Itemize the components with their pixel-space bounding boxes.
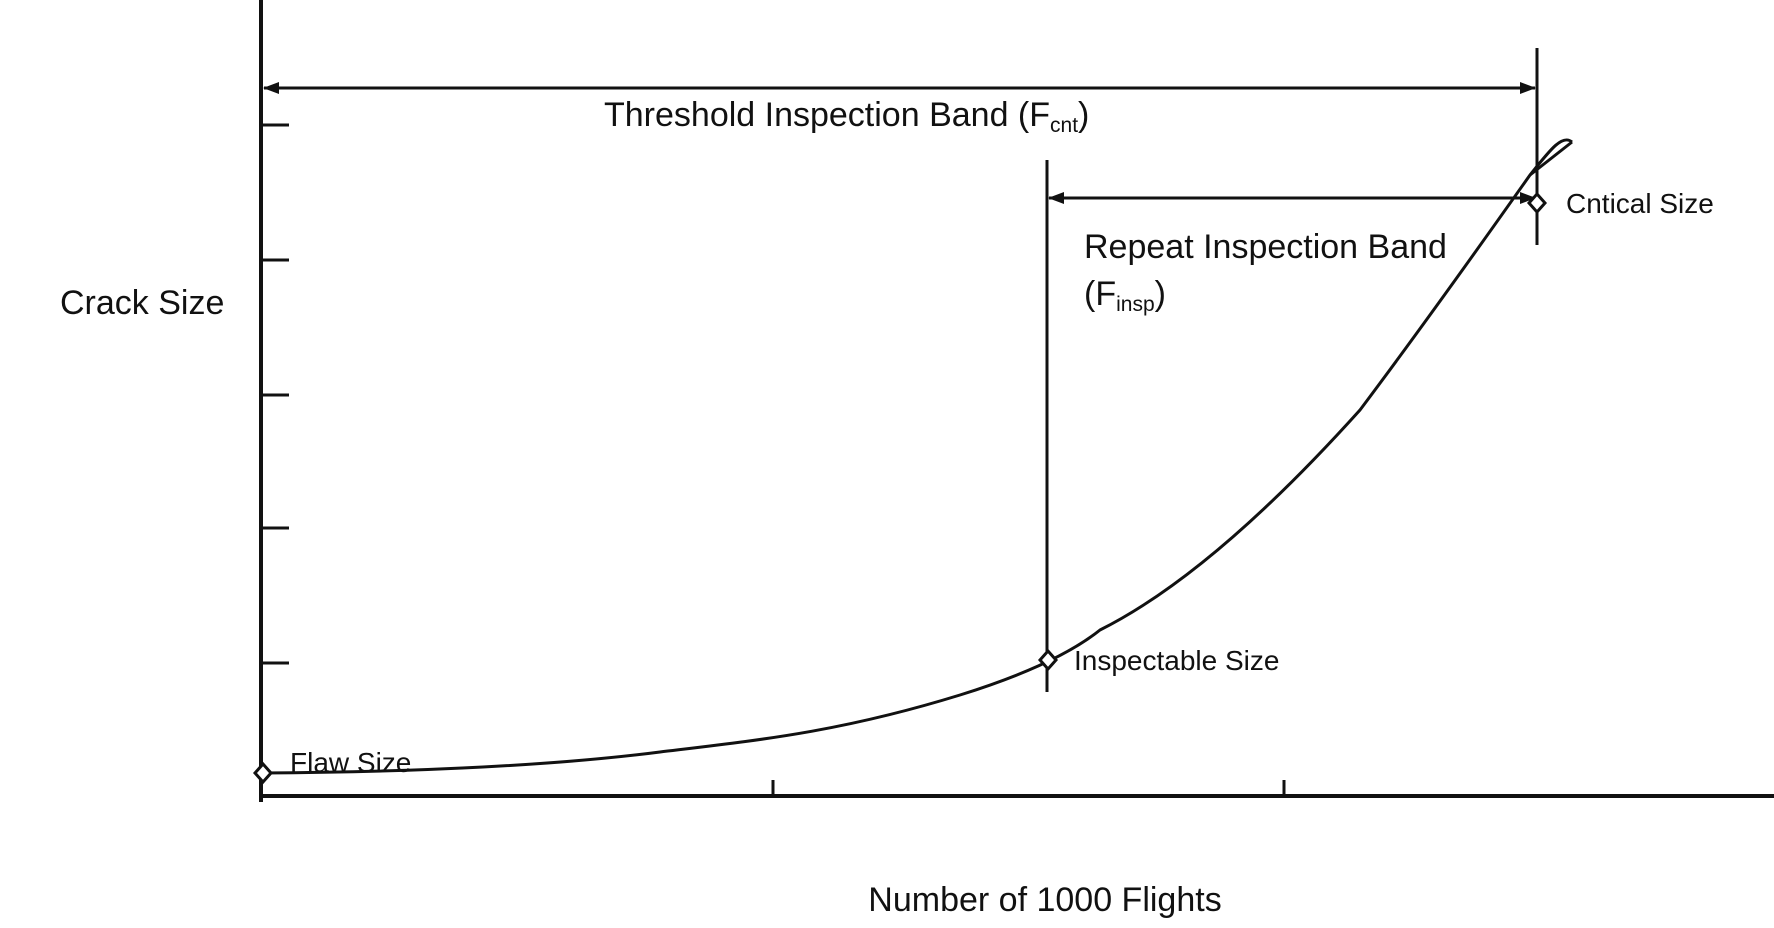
critical-size-label: Cntical Size <box>1566 188 1714 219</box>
repeat-band-label-line1: Repeat Inspection Band <box>1084 228 1447 266</box>
flaw-size-label: Flaw Size <box>290 747 411 778</box>
threshold-band-label: Threshold Inspection Band (Fcnt) <box>604 96 1089 137</box>
inspectable-size-marker <box>1037 648 1059 672</box>
repeat-band-label-suffix: ) <box>1155 275 1166 313</box>
threshold-band-label-subscript: cnt <box>1050 114 1078 137</box>
flaw-size-marker <box>252 761 274 785</box>
repeat-band-label-subscript: insp <box>1116 293 1155 316</box>
y-axis-label: Crack Size <box>60 284 224 322</box>
critical-size-marker <box>1526 191 1548 215</box>
inspectable-size-label: Inspectable Size <box>1074 645 1279 676</box>
crack-growth-curve <box>262 138 1573 775</box>
threshold-band-label-suffix: ) <box>1078 96 1089 134</box>
repeat-band-label-line2: (Finsp) <box>1084 275 1166 316</box>
threshold-band-label-prefix: Threshold Inspection Band (F <box>604 96 1050 134</box>
repeat-band-label-prefix: (F <box>1084 275 1116 313</box>
x-axis-label: Number of 1000 Flights <box>868 881 1221 919</box>
